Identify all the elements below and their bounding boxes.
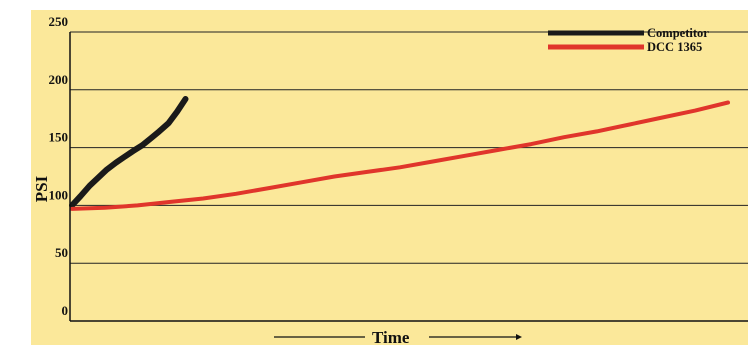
y-tick-label-0: 0	[62, 303, 69, 318]
chart: 0 50 100 150 200 250 PSI Time Competitor DCC …	[31, 10, 748, 345]
series-line-competitor	[69, 96, 189, 209]
legend: Competitor DCC 1365	[548, 26, 709, 54]
x-axis-arrowhead	[516, 334, 522, 340]
x-axis-title-group: Time	[274, 328, 522, 345]
y-tick-label-150: 150	[49, 130, 69, 145]
x-axis-title: Time	[372, 328, 410, 345]
series-lines	[69, 96, 730, 211]
y-tick-label-100: 100	[49, 187, 69, 202]
y-tick-labels: 0 50 100 150 200 250	[49, 14, 69, 318]
y-tick-label-200: 200	[49, 72, 69, 87]
y-axis-title: PSI	[32, 175, 51, 202]
grid-lines	[70, 31, 748, 264]
y-tick-label-250: 250	[49, 14, 69, 29]
y-tick-label-50: 50	[55, 245, 68, 260]
legend-label-dcc-1365: DCC 1365	[647, 40, 702, 54]
psi-over-time-chart: 0 50 100 150 200 250 PSI Time Competitor DCC …	[32, 14, 748, 345]
legend-label-competitor: Competitor	[647, 26, 709, 40]
series-line-dcc-1365	[70, 100, 730, 211]
